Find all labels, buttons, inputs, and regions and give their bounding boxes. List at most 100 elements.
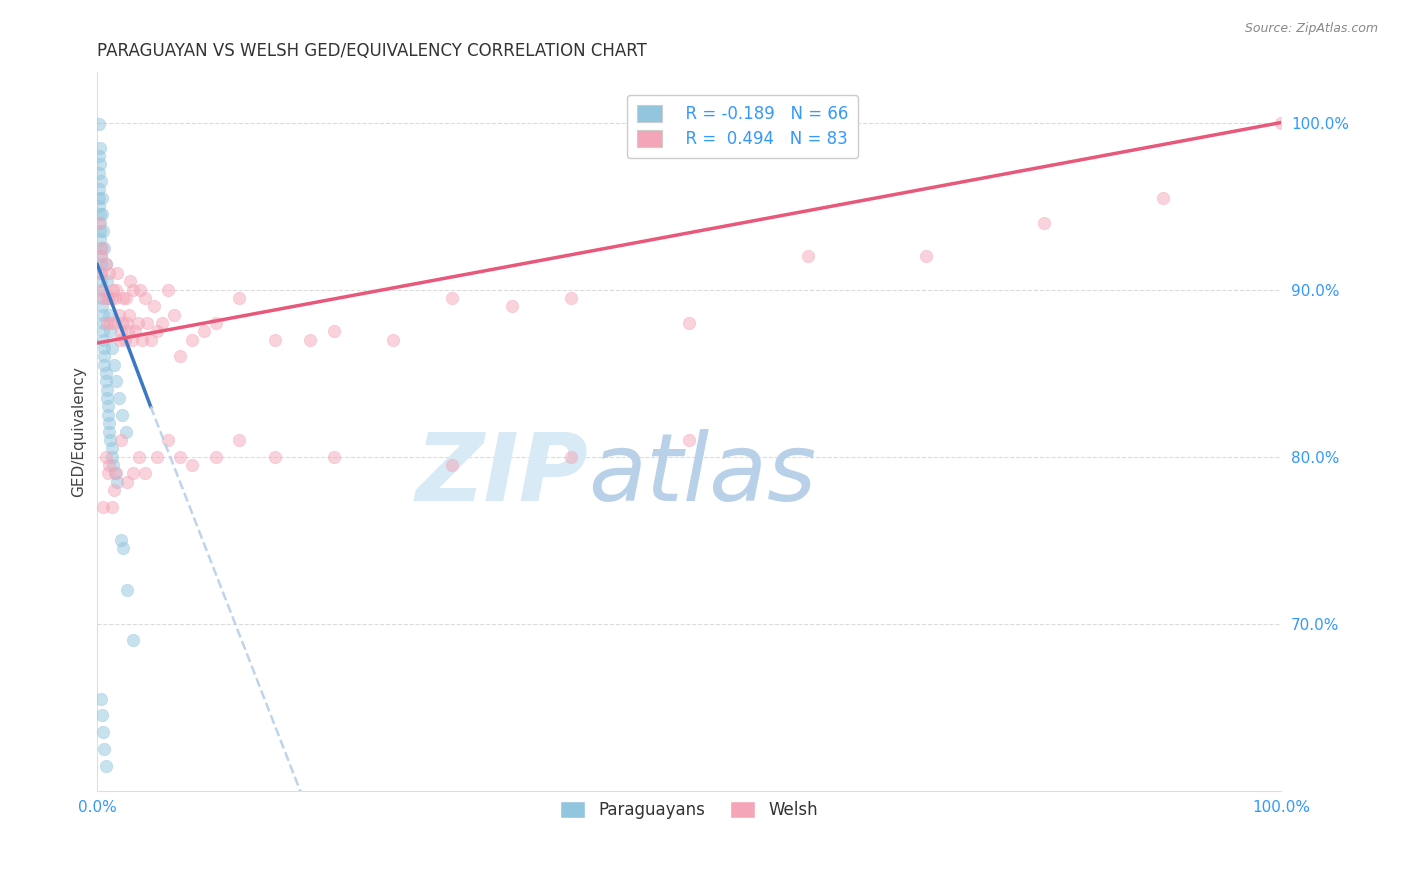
Point (105, 467, 128, 481)
Point (100, 291, 122, 305)
Point (91, 725, 114, 739)
Point (94, 758, 117, 772)
Point (323, 324, 346, 338)
Point (98, 425, 121, 439)
Point (93, 742, 115, 756)
Point (112, 541, 135, 556)
Point (91, 308, 114, 322)
Point (89, 207, 111, 221)
Point (90, 241, 112, 255)
Point (382, 333, 405, 347)
Point (193, 324, 215, 338)
Point (100, 433, 122, 447)
Point (105, 375, 128, 389)
Point (94, 258, 117, 272)
Point (129, 283, 152, 297)
Point (128, 450, 150, 464)
Point (89, 157, 111, 171)
Point (181, 458, 204, 472)
Point (163, 308, 186, 322)
Point (105, 283, 128, 297)
Point (111, 316, 134, 330)
Point (560, 450, 582, 464)
Point (91, 224, 114, 238)
Point (157, 283, 180, 297)
Point (678, 316, 700, 330)
Point (100, 316, 122, 330)
Point (89, 266, 111, 280)
Point (94, 450, 117, 464)
Point (97, 291, 120, 305)
Point (323, 450, 346, 464)
Point (114, 425, 136, 439)
Point (104, 467, 127, 481)
Point (145, 324, 167, 338)
Point (264, 450, 287, 464)
Point (115, 583, 138, 598)
Point (97, 291, 120, 305)
Point (139, 333, 162, 347)
Point (87, 191, 110, 205)
Point (204, 316, 226, 330)
Point (103, 316, 125, 330)
Point (93, 291, 115, 305)
Point (110, 433, 132, 447)
Point (90, 274, 112, 288)
Point (98, 308, 121, 322)
Point (91, 708, 114, 723)
Point (136, 316, 159, 330)
Point (87, 149, 110, 163)
Point (111, 408, 134, 422)
Point (112, 291, 135, 305)
Point (87, 117, 110, 131)
Point (87, 166, 110, 180)
Point (87, 182, 110, 196)
Point (96, 391, 118, 405)
Point (100, 500, 122, 514)
Point (121, 283, 143, 297)
Point (299, 333, 322, 347)
Point (97, 467, 120, 481)
Point (98, 416, 121, 430)
Point (441, 291, 464, 305)
Point (107, 266, 129, 280)
Point (104, 291, 127, 305)
Point (91, 333, 114, 347)
Point (796, 249, 818, 263)
Point (100, 441, 122, 455)
Point (117, 324, 139, 338)
Point (181, 333, 204, 347)
Point (91, 291, 114, 305)
Point (115, 475, 138, 489)
Point (501, 299, 523, 313)
Point (87, 199, 110, 213)
Point (204, 450, 226, 464)
Point (100, 341, 122, 355)
Point (90, 266, 112, 280)
Point (108, 333, 131, 347)
Point (98, 266, 121, 280)
Point (110, 533, 132, 547)
Point (87, 216, 110, 230)
Point (134, 291, 156, 305)
Point (169, 450, 191, 464)
Point (91, 324, 114, 338)
Text: atlas: atlas (589, 429, 817, 520)
Point (1270, 115, 1292, 129)
Point (107, 391, 129, 405)
Point (915, 249, 938, 263)
Point (560, 291, 582, 305)
Text: Source: ZipAtlas.com: Source: ZipAtlas.com (1244, 22, 1378, 36)
Point (90, 174, 112, 188)
Point (90, 249, 112, 263)
Point (97, 400, 120, 414)
Point (1152, 191, 1174, 205)
Point (441, 458, 464, 472)
Point (100, 324, 122, 338)
Point (93, 358, 115, 372)
Point (228, 433, 250, 447)
Y-axis label: GED/Equivalency: GED/Equivalency (72, 366, 86, 497)
Point (94, 258, 117, 272)
Point (91, 299, 114, 313)
Legend: Paraguayans, Welsh: Paraguayans, Welsh (554, 794, 825, 825)
